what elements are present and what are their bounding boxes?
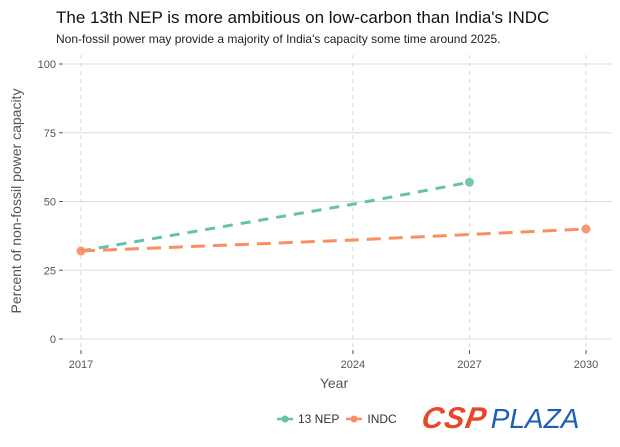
axes: 0 25 50 75 100 2017 2024 2027 2030	[38, 59, 599, 371]
y-tick-label: 75	[44, 128, 56, 140]
data-point-indc	[76, 246, 86, 256]
logo-plaza-text: PLAZA	[490, 403, 580, 434]
y-tick-label: 0	[50, 334, 56, 346]
x-tick-label: 2024	[341, 359, 365, 371]
data-point-13-nep	[464, 177, 474, 187]
grid	[64, 55, 612, 350]
csp-plaza-logo: CSP PLAZA	[419, 402, 580, 436]
legend-key-indc	[346, 415, 363, 423]
legend-label-13-nep: 13 NEP	[298, 412, 340, 426]
legend: 13 NEP INDC	[276, 412, 403, 426]
y-tick-label: 50	[44, 197, 56, 209]
logo-csp-text: CSP	[419, 402, 490, 435]
series-layer	[76, 177, 591, 256]
x-tick-label: 2017	[69, 359, 93, 371]
series-line-indc	[80, 227, 587, 253]
legend-item-indc[interactable]: INDC	[345, 412, 397, 426]
y-axis-title: Percent of non-fossil power capacity	[8, 89, 24, 314]
data-point-indc	[581, 224, 591, 234]
legend-key-13-nep	[277, 415, 293, 423]
y-tick-label: 100	[38, 59, 56, 71]
legend-item-13-nep[interactable]: 13 NEP	[276, 412, 339, 426]
x-tick-label: 2030	[574, 359, 598, 371]
y-tick-label: 25	[44, 265, 56, 277]
chart-subtitle: Non-fossil power may provide a majority …	[56, 32, 501, 46]
chart-title: The 13th NEP is more ambitious on low-ca…	[56, 8, 550, 27]
x-tick-label: 2027	[457, 359, 481, 371]
legend-label-indc: INDC	[367, 412, 397, 426]
series-line-13-nep	[80, 180, 470, 253]
x-axis-title: Year	[320, 375, 349, 391]
